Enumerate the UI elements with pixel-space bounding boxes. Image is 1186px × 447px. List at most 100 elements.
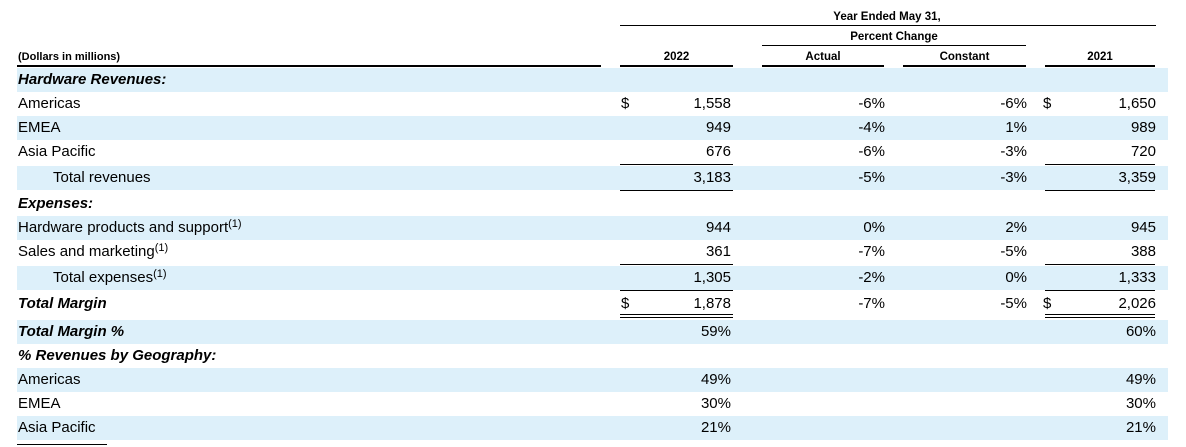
row-label: EMEA: [18, 392, 61, 416]
expenses-total-rule-2022: [620, 290, 733, 291]
value-actual-change: -6%: [858, 143, 885, 160]
value-2022: 949: [705, 119, 731, 136]
table-row: Asia Pacific 676 -6% -3% 720: [17, 140, 1168, 164]
row-label-text: EMEA: [18, 119, 61, 136]
row-label: Americas: [18, 92, 81, 116]
units-label: (Dollars in millions): [18, 51, 121, 63]
value-actual-change: -4%: [858, 119, 885, 136]
percent-change-header: Percent Change: [850, 31, 938, 43]
value-actual-change: -7%: [858, 243, 885, 260]
row-label: % Revenues by Geography:: [18, 344, 216, 368]
value-constant-change: -5%: [1000, 295, 1027, 312]
row-label: Asia Pacific: [18, 416, 96, 440]
value-2021: 720: [1130, 143, 1156, 160]
col-2021-header: 2021: [1087, 51, 1113, 63]
row-label-text: EMEA: [18, 395, 61, 412]
margin-double-rule-2022: [620, 314, 733, 318]
table-row: EMEA 30% 30%: [17, 392, 1168, 416]
row-label-text: Asia Pacific: [18, 419, 96, 436]
value-2021: 60%: [1125, 323, 1156, 340]
row-label-text: Americas: [18, 371, 81, 388]
revenues-total-rule-2022: [620, 190, 733, 191]
row-label-text: Expenses:: [18, 195, 94, 212]
row-label-text: Total Margin: [18, 295, 107, 312]
row-label: Total revenues: [53, 166, 151, 190]
row-label: Expenses:: [18, 192, 93, 216]
header-rule-label: [17, 65, 601, 67]
currency-symbol-2021: $: [1043, 295, 1052, 312]
value-2022: 59%: [700, 323, 731, 340]
value-2022: 944: [705, 219, 731, 236]
footnote-marker: (1): [154, 242, 169, 254]
row-label: Total expenses(1): [53, 266, 167, 290]
row-label: Total Margin %: [18, 320, 124, 344]
table-row: Americas 49% 49%: [17, 368, 1168, 392]
value-2021: 989: [1130, 119, 1156, 136]
value-constant-change: 1%: [1005, 119, 1027, 136]
table-row: Total Margin % 59% 60%: [17, 320, 1168, 344]
table-row: Hardware products and support(1) 944 0% 2% 9…: [17, 216, 1168, 240]
value-2022: 1,878: [693, 295, 731, 312]
value-constant-change: 0%: [1005, 269, 1027, 286]
period-header-rule: [620, 25, 1156, 26]
value-2021: 1,333: [1118, 269, 1156, 286]
value-2021: 945: [1130, 219, 1156, 236]
value-constant-change: -3%: [1000, 143, 1027, 160]
value-constant-change: 2%: [1005, 219, 1027, 236]
row-label-text: Total revenues: [53, 169, 151, 186]
table-row: Hardware Revenues:: [17, 68, 1168, 92]
table-row: Sales and marketing(1) 361 -7% -5% 388: [17, 240, 1168, 264]
footnote-marker: (1): [228, 218, 242, 230]
value-constant-change: -5%: [1000, 243, 1027, 260]
value-2022: 1,305: [693, 269, 731, 286]
row-label-text: Hardware products and support: [18, 219, 229, 236]
percent-change-rule: [762, 45, 1026, 46]
col-constant-header: Constant: [939, 51, 990, 63]
col-actual-header: Actual: [805, 51, 841, 63]
col-2022-header: 2022: [663, 51, 690, 63]
header-rule-2021: [1045, 65, 1155, 67]
value-actual-change: -5%: [858, 169, 885, 186]
row-label: Americas: [18, 368, 81, 392]
header-rule-constant: [903, 65, 1026, 67]
table-row: EMEA 949 -4% 1% 989: [17, 116, 1168, 140]
value-2021: 2,026: [1118, 295, 1156, 312]
expenses-total-rule-2021: [1045, 290, 1155, 291]
row-label-text: Sales and marketing: [18, 243, 155, 260]
value-2022: 49%: [700, 371, 731, 388]
row-label: Sales and marketing(1): [18, 240, 168, 264]
value-2021: 1,650: [1118, 95, 1156, 112]
row-label: Total Margin: [18, 292, 107, 316]
value-2022: 676: [705, 143, 731, 160]
value-2021: 49%: [1125, 371, 1156, 388]
value-actual-change: -6%: [858, 95, 885, 112]
table-row: % Revenues by Geography:: [17, 344, 1168, 368]
value-2021: 3,359: [1118, 169, 1156, 186]
value-2022: 361: [705, 243, 731, 260]
row-label-text: Hardware Revenues:: [18, 71, 167, 88]
currency-symbol-2021: $: [1043, 95, 1052, 112]
revenues-total-rule-2021: [1045, 190, 1155, 191]
table-row: Expenses:: [17, 192, 1168, 216]
row-label-text: Total expenses: [53, 269, 154, 286]
row-label: Hardware Revenues:: [18, 68, 166, 92]
table-row: Total revenues 3,183 -5% -3% 3,359: [17, 166, 1168, 190]
margin-double-rule-2021: [1045, 314, 1155, 318]
row-label: EMEA: [18, 116, 61, 140]
value-actual-change: -7%: [858, 295, 885, 312]
currency-symbol-2022: $: [621, 295, 630, 312]
table-row: Total expenses(1) 1,305 -2% 0% 1,333: [17, 266, 1168, 290]
subtotal-rule-2022: [620, 164, 733, 165]
header-rule-2022: [620, 65, 733, 67]
value-2021: 388: [1130, 243, 1156, 260]
value-2022: 21%: [700, 419, 731, 436]
value-actual-change: -2%: [858, 269, 885, 286]
value-2022: 3,183: [693, 169, 731, 186]
subtotal-rule-2021: [1045, 164, 1155, 165]
value-2021: 21%: [1125, 419, 1156, 436]
expense-subtotal-rule-2021: [1045, 264, 1155, 265]
row-label-text: % Revenues by Geography:: [18, 347, 217, 364]
value-actual-change: 0%: [863, 219, 885, 236]
row-label-text: Total Margin %: [18, 323, 125, 340]
value-constant-change: -3%: [1000, 169, 1027, 186]
